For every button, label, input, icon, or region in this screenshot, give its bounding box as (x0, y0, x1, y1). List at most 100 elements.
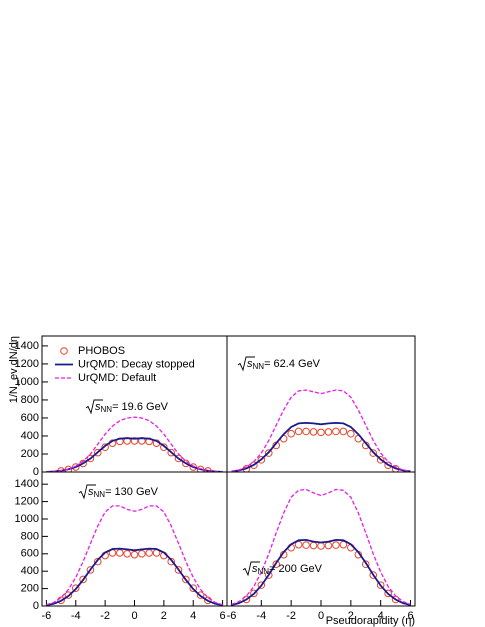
data-point (317, 542, 325, 550)
data-point (369, 571, 378, 579)
data-point (384, 461, 392, 470)
data-point (272, 560, 281, 569)
y-tick-label: 800 (21, 530, 39, 542)
data-point (86, 454, 95, 463)
x-tick-label: 6 (220, 610, 226, 622)
y-tick-label: 200 (21, 448, 39, 460)
data-point (79, 575, 87, 584)
y-tick-label: 1200 (15, 358, 39, 370)
annotation-sub: NN (94, 490, 106, 499)
radical (237, 356, 255, 372)
data-point (86, 566, 95, 574)
data-point (167, 448, 176, 457)
data-point (324, 541, 333, 550)
data-point (242, 595, 251, 604)
data-point (302, 541, 310, 549)
legend-label: PHOBOS (78, 345, 125, 357)
radical (85, 399, 103, 415)
plot-area (231, 488, 411, 606)
data-point (79, 459, 87, 468)
data-line (231, 488, 411, 606)
y-tick-label: 200 (21, 583, 39, 595)
annotation-sub: NN (253, 362, 265, 371)
x-tick-label: -2 (286, 610, 296, 622)
radical (242, 561, 260, 577)
data-line (46, 547, 223, 606)
data-point (376, 456, 385, 464)
y-axis-label: 1/N_ev dN/dη (8, 336, 20, 403)
x-tick-label: 0 (131, 610, 137, 622)
data-point (189, 463, 198, 471)
panel-frame (226, 335, 416, 473)
data-point (294, 540, 303, 549)
y-tick-label: 0 (33, 466, 39, 478)
data-point (71, 584, 80, 592)
annotation-sub: NN (258, 567, 270, 576)
annotation-text: = 130 GeV (105, 486, 159, 498)
data-point (130, 550, 139, 559)
x-tick-label: 4 (190, 610, 196, 622)
data-line (46, 416, 223, 472)
data-point (309, 541, 318, 550)
annotation: sNN= 62.4 GeV (247, 358, 321, 371)
data-point (309, 428, 318, 436)
panel-frame (226, 471, 416, 607)
data-line (231, 538, 411, 606)
data-point (264, 571, 273, 579)
annotation-text: = 19.6 GeV (112, 401, 169, 413)
data-point (302, 427, 310, 436)
x-tick-label: 2 (348, 610, 354, 622)
data-point (174, 454, 183, 463)
radical (78, 484, 96, 500)
data-point (130, 437, 139, 445)
y-tick-label: 600 (21, 548, 39, 560)
data-point (93, 448, 102, 457)
annotation-root: s (95, 401, 101, 413)
x-tick-label: -6 (227, 610, 237, 622)
annotation: sNN= 130 GeV (88, 486, 159, 499)
x-tick-label: 6 (407, 610, 413, 622)
plot-area (46, 505, 223, 606)
data-point (196, 591, 205, 599)
y-tick-label: 1000 (15, 376, 39, 388)
data-point (324, 428, 333, 436)
data-point (174, 566, 183, 574)
data-point (101, 443, 109, 452)
data-point (347, 429, 355, 438)
x-tick-label: 0 (318, 610, 324, 622)
plot-area (231, 389, 411, 472)
data-point (250, 589, 258, 598)
annotation-root: s (252, 563, 258, 575)
annotation: sNN= 200 GeV (252, 563, 323, 576)
data-point (332, 541, 340, 549)
y-tick-label: 1000 (15, 513, 39, 525)
data-point (93, 557, 102, 566)
data-line (46, 505, 223, 606)
y-tick-label: 1400 (15, 340, 39, 352)
data-line (46, 437, 223, 472)
data-point (287, 429, 295, 438)
y-tick-label: 0 (33, 600, 39, 612)
data-point (257, 456, 266, 464)
data-point (257, 581, 266, 589)
annotation-text: = 200 GeV (269, 563, 323, 575)
data-point (116, 549, 124, 557)
x-tick-label: 2 (161, 610, 167, 622)
data-point (64, 591, 73, 599)
data-point (145, 549, 153, 557)
y-tick-label: 1400 (15, 478, 39, 490)
y-tick-label: 600 (21, 412, 39, 424)
data-point (339, 427, 348, 436)
data-point (339, 540, 348, 549)
legend-marker (60, 347, 68, 355)
y-tick-label: 1200 (15, 495, 39, 507)
data-point (123, 549, 131, 558)
data-point (182, 575, 190, 584)
y-tick-label: 400 (21, 565, 39, 577)
data-point (384, 589, 392, 598)
x-tick-label: -6 (42, 610, 52, 622)
legend-label: UrQMD: Decay stopped (78, 358, 195, 370)
data-point (160, 443, 168, 452)
y-tick-label: 800 (21, 394, 39, 406)
